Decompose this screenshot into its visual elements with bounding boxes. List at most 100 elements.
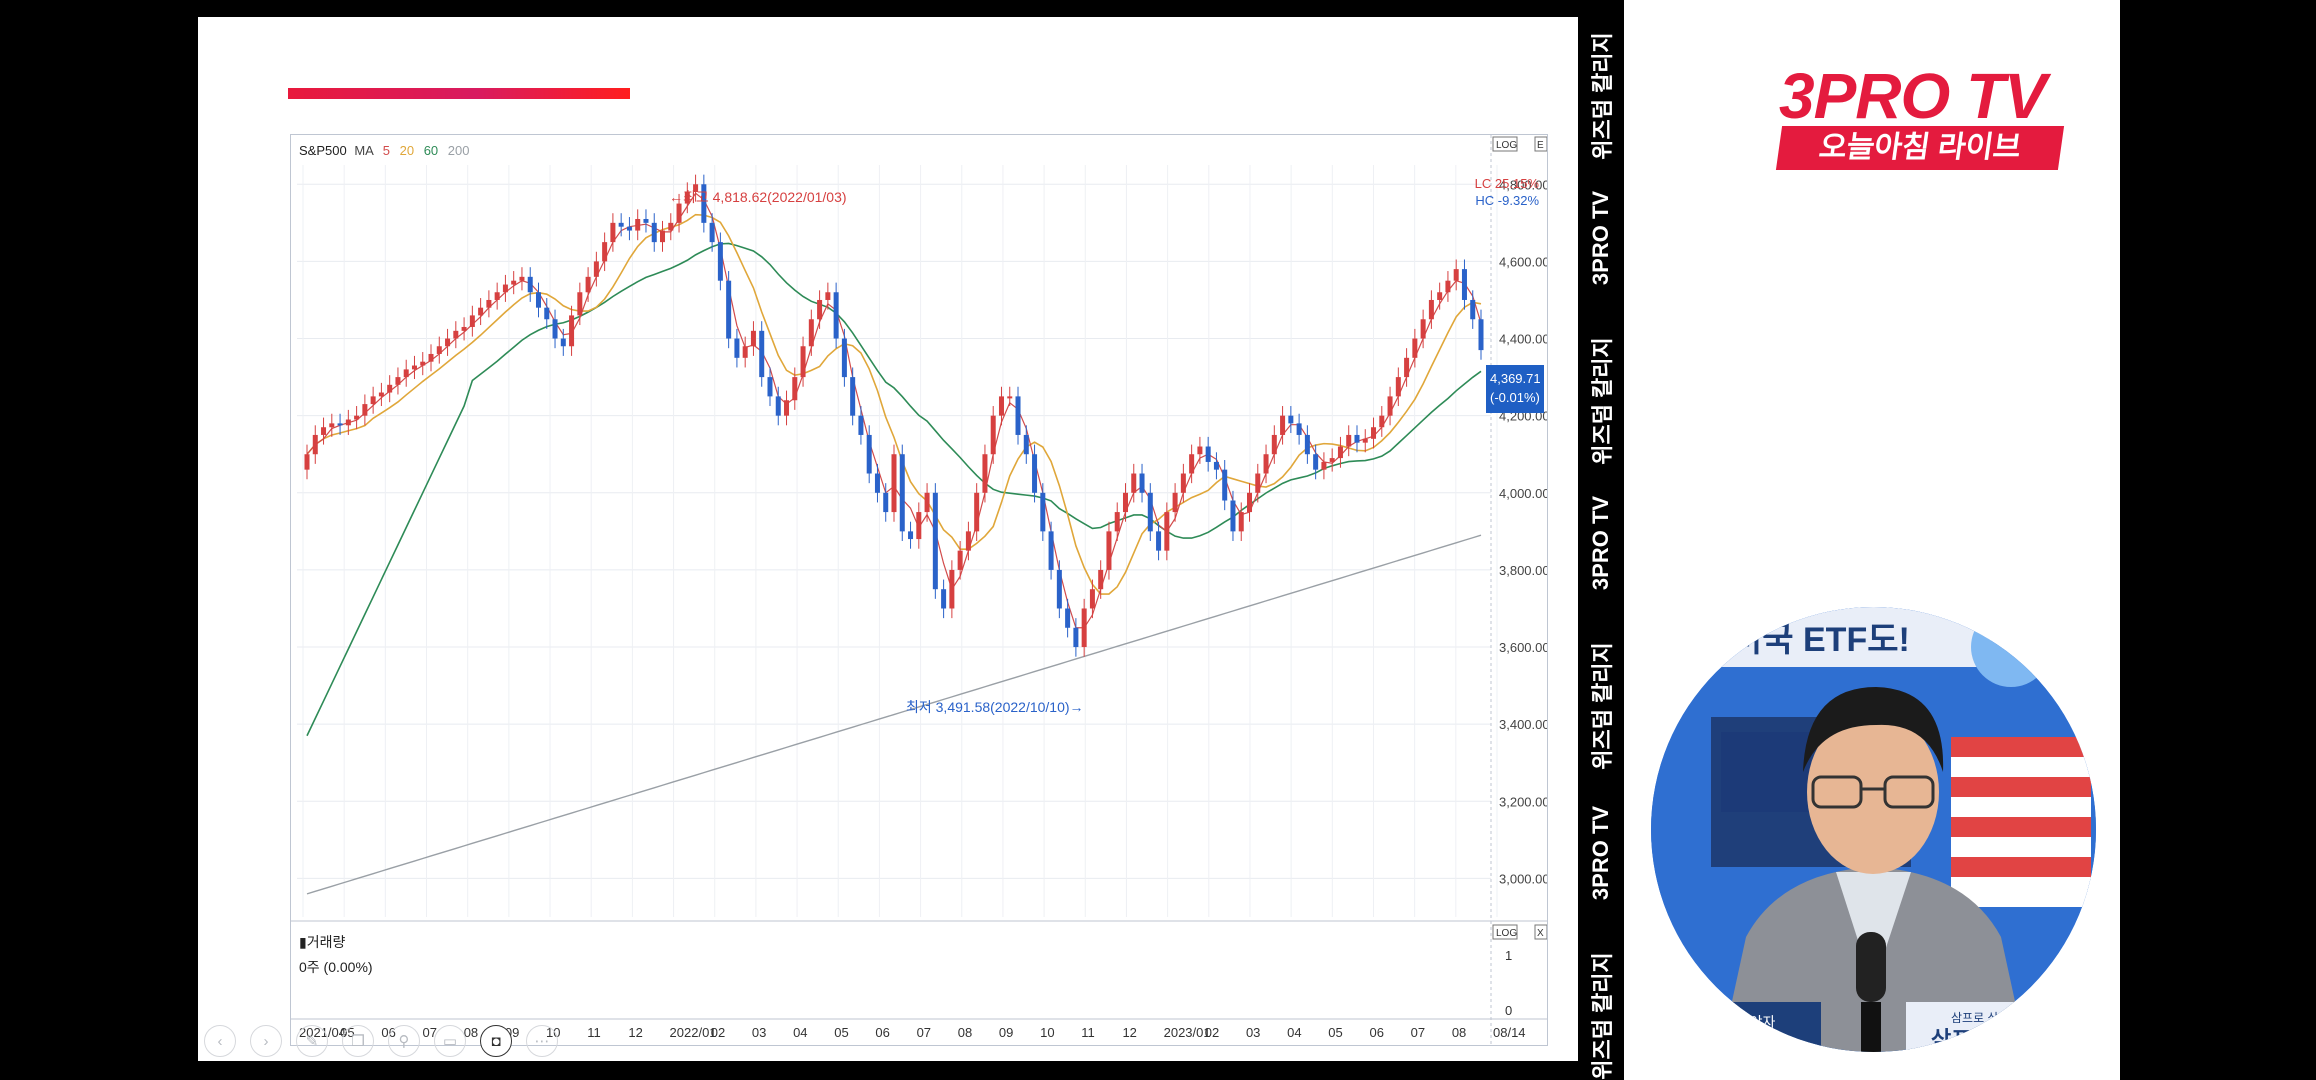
x-tick-label: 08/14	[1493, 1025, 1526, 1040]
candle-body	[1065, 608, 1071, 628]
lc-value: LC 25.15%	[1474, 176, 1539, 191]
candle-body	[908, 531, 914, 540]
candle-body	[1238, 512, 1244, 532]
candle-body	[767, 377, 773, 397]
candle-body	[461, 326, 467, 331]
candle-body	[990, 415, 996, 455]
candle-body	[1007, 396, 1013, 399]
more-icon[interactable]: ⋯	[526, 1025, 558, 1057]
candle-body	[1379, 415, 1385, 428]
candle-body	[1189, 454, 1195, 474]
candle-body	[626, 226, 632, 231]
vol-close-icon	[1534, 924, 1547, 940]
candle-body	[957, 550, 963, 570]
brand-subtitle: 오늘아침 라이브	[1775, 126, 2065, 170]
candle-body	[304, 454, 310, 470]
candle-body	[1222, 469, 1228, 501]
candle-body	[1230, 500, 1236, 532]
candle-body	[784, 400, 790, 416]
candle-body	[329, 423, 335, 428]
volume-label: ▮거래량	[299, 934, 346, 950]
candle-body	[726, 280, 732, 339]
candle-body	[1147, 492, 1153, 532]
candle-body	[1056, 569, 1062, 609]
candle-body	[998, 396, 1004, 416]
vertical-brand-strip: 위즈덤 칼리지 3PRO TV 위즈덤 칼리지 3PRO TV 위즈덤 칼리지 …	[1578, 0, 1624, 1080]
candle-body	[1247, 492, 1253, 513]
high-annotation: ←최고 4,818.62(2022/01/03)	[669, 189, 847, 205]
back-icon[interactable]: ‹	[204, 1025, 236, 1057]
pen-icon[interactable]: ✎	[296, 1025, 328, 1057]
x-tick-label: 04	[1287, 1025, 1301, 1040]
candle-body	[1395, 377, 1401, 397]
x-tick-label: 04	[793, 1025, 807, 1040]
ma60-line	[306, 242, 1482, 737]
x-tick-label: 12	[1122, 1025, 1136, 1040]
right-letterbox	[2120, 0, 2316, 1080]
candle-body	[453, 330, 459, 339]
candle-body	[378, 392, 384, 397]
candle-body	[891, 454, 897, 513]
candle-body	[1164, 512, 1170, 551]
candle-body	[1470, 299, 1476, 320]
x-tick-label: 02	[711, 1025, 725, 1040]
candle-body	[1321, 461, 1327, 470]
candle-body	[709, 222, 715, 243]
x-tick-label: 07	[917, 1025, 931, 1040]
y-tick-label: 4,600.00	[1499, 254, 1547, 269]
candle-body	[1296, 423, 1302, 435]
x-tick-label: 05	[834, 1025, 848, 1040]
candle-body	[1354, 434, 1360, 443]
candle-body	[1255, 473, 1261, 493]
candle-body	[1081, 608, 1087, 648]
x-tick-label: 03	[1246, 1025, 1260, 1040]
candle-body	[825, 292, 831, 300]
presentation-slide: 4,800.00 4,600.00 4,400.00 4,200.00 4,000.00…	[198, 17, 1578, 1061]
x-tick-label: 07	[423, 1025, 437, 1040]
ma60-label: 60	[423, 143, 439, 158]
candle-body	[701, 184, 707, 223]
expand-label: E	[1537, 140, 1544, 151]
candle-body	[717, 242, 723, 281]
candle-body	[1015, 396, 1021, 435]
y-tick-label: 3,600.00	[1499, 640, 1547, 655]
play-icon[interactable]: ›	[250, 1025, 282, 1057]
x-tick-label: 11	[587, 1025, 601, 1040]
candle-body	[585, 276, 591, 293]
candle-body	[1453, 269, 1459, 281]
candle-body	[1139, 473, 1145, 493]
strip-text: 위즈덤 칼리지	[1590, 642, 1615, 770]
candle-body	[428, 353, 434, 362]
candle-body	[883, 492, 889, 513]
presenter-illustration: 미국 ETF도! 코코넛야자 삼프로 삼프 삼프로	[1651, 607, 2096, 1052]
x-tick-label: 09	[999, 1025, 1013, 1040]
candle-body	[577, 292, 583, 316]
candle-body	[420, 361, 426, 366]
x-tick-label: 05	[1328, 1025, 1342, 1040]
ma5-line	[306, 192, 1482, 629]
copy-icon[interactable]: ❐	[342, 1025, 374, 1057]
candle-body	[660, 230, 666, 243]
desk-label-right: 삼프로 삼프	[1951, 1011, 2010, 1025]
candle-body	[593, 261, 599, 277]
candle-body	[792, 377, 798, 401]
grid-icon[interactable]: ▭	[434, 1025, 466, 1057]
candle-body	[775, 396, 781, 416]
strip-text: 위즈덤 칼리지	[1590, 337, 1615, 465]
current-change: (-0.01%)	[1490, 390, 1540, 405]
x-tick-label: 2022/01	[670, 1025, 717, 1040]
candle-body	[1445, 280, 1451, 293]
x-tick-label: 08	[1452, 1025, 1466, 1040]
candle-body	[1098, 569, 1104, 590]
candle-body	[1131, 473, 1137, 493]
y-tick-label: 4,400.00	[1499, 332, 1547, 347]
slide-accent-bar	[288, 88, 630, 99]
candle-body	[742, 346, 748, 358]
candle-body	[552, 319, 558, 339]
candle-body	[1371, 427, 1377, 439]
candle-body	[321, 427, 327, 435]
search-icon[interactable]: ⚲	[388, 1025, 420, 1057]
candle-body	[1032, 454, 1038, 493]
candle-body	[1156, 531, 1162, 551]
video-icon[interactable]: ◘	[480, 1025, 512, 1057]
